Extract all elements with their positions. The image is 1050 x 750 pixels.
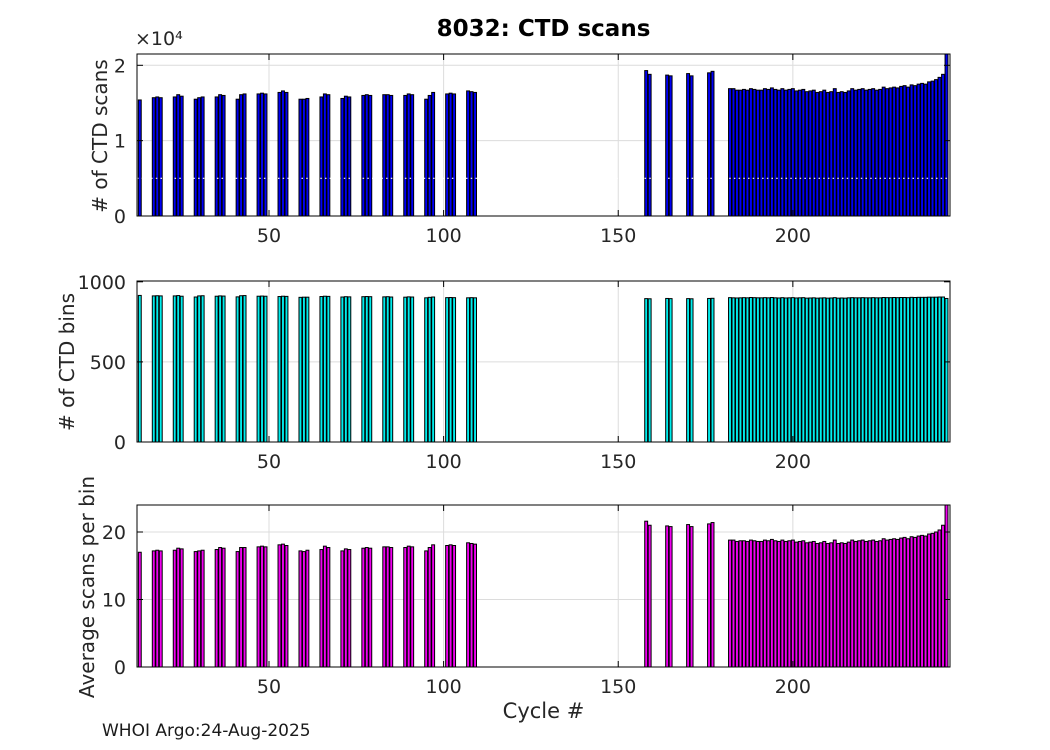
- svg-text:150: 150: [600, 676, 636, 698]
- chart-ctd-scans: 50 100 150 200 0 1 2: [114, 53, 951, 247]
- svg-text:0: 0: [114, 432, 126, 454]
- svg-text:20: 20: [102, 522, 126, 544]
- svg-text:50: 50: [257, 225, 281, 247]
- svg-text:0: 0: [114, 657, 126, 679]
- svg-text:100: 100: [425, 676, 461, 698]
- x-axis-label: Cycle #: [502, 699, 585, 723]
- svg-text:100: 100: [425, 451, 461, 473]
- svg-text:0: 0: [114, 206, 126, 228]
- chart-ctd-bins: 50 100 150 200 0 500 1000: [78, 272, 951, 473]
- svg-text:10: 10: [102, 590, 126, 612]
- svg-text:2: 2: [114, 55, 126, 77]
- figure-title: 8032: CTD scans: [436, 16, 651, 42]
- axes-box-ctd-scans: [136, 53, 951, 217]
- svg-text:50: 50: [257, 676, 281, 698]
- x-tick-labels-ctd-scans: 50 100 150 200: [257, 225, 811, 247]
- y-axis-exponent-label: ×10⁴: [135, 28, 183, 50]
- svg-text:1: 1: [114, 131, 126, 153]
- y-tick-labels-avg-scans-per-bin: 0 10 20: [102, 522, 126, 679]
- svg-text:200: 200: [775, 451, 811, 473]
- x-tick-labels-ctd-bins: 50 100 150 200: [257, 451, 811, 473]
- svg-text:150: 150: [600, 225, 636, 247]
- y-tick-labels-ctd-bins: 0 500 1000: [78, 272, 126, 454]
- bars-avg-scans-per-bin: [137, 504, 949, 668]
- x-tick-labels-avg-scans-per-bin: 50 100 150 200: [257, 676, 811, 698]
- axes-box-ctd-bins: [136, 280, 951, 443]
- y-tick-labels-ctd-scans: 0 1 2: [114, 55, 126, 228]
- svg-text:150: 150: [600, 451, 636, 473]
- bars-ctd-bins: [137, 294, 949, 443]
- bars-ctd-scans: [137, 53, 949, 217]
- svg-text:200: 200: [775, 225, 811, 247]
- footer-note: WHOI Argo:24-Aug-2025: [102, 721, 311, 741]
- svg-text:200: 200: [775, 676, 811, 698]
- svg-text:100: 100: [425, 225, 461, 247]
- svg-text:50: 50: [257, 451, 281, 473]
- svg-text:1000: 1000: [78, 272, 126, 294]
- axes-box-avg-scans-per-bin: [136, 504, 951, 668]
- chart-avg-scans-per-bin: 50 100 150 200 0 10 20: [102, 504, 951, 698]
- svg-text:500: 500: [90, 352, 126, 374]
